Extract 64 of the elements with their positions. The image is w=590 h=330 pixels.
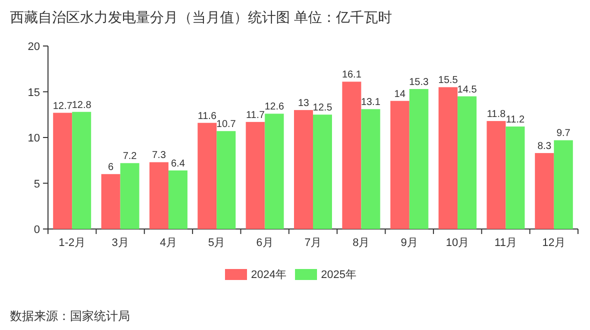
data-label: 7.2 [122,151,138,162]
bar [168,170,188,229]
data-label: 13 [298,98,310,110]
x-tick-label: 4月 [160,237,178,249]
legend-label: 2025年 [321,269,356,281]
data-label: 14 [394,88,406,100]
y-tick-label: 10 [28,132,40,144]
data-label: 11.8 [486,109,506,120]
data-label: 16.1 [342,70,362,81]
x-tick-label: 7月 [304,237,322,249]
x-tick-label: 8月 [352,237,370,249]
bar [534,153,554,229]
y-tick-label: 5 [34,178,40,190]
data-label: 15.5 [438,75,458,86]
y-tick-label: 20 [28,41,40,53]
data-label: 8.3 [537,141,552,152]
data-label: 12.5 [312,102,333,114]
bar [120,163,140,229]
x-tick-label: 6月 [256,237,274,249]
data-label: 6.4 [171,158,186,170]
data-label: 12.8 [72,100,92,111]
x-tick-label: 1-2月 [58,237,86,249]
bar [486,121,506,229]
bar [246,122,265,229]
bar [361,109,380,229]
data-label: 13.1 [360,97,381,108]
data-label: 12.7 [52,100,73,112]
x-tick-label: 9月 [400,237,418,249]
bar [294,110,313,229]
y-tick-label: 0 [34,224,40,236]
data-label: 10.7 [216,119,236,130]
bar [409,89,428,229]
x-tick-label: 11月 [494,237,517,249]
legend-label: 2024年 [251,269,286,281]
data-label: 9.7 [556,128,571,140]
bar [554,140,573,229]
data-label: 11.6 [198,110,217,122]
data-label: 15.3 [409,77,430,88]
bar [342,82,362,229]
bar [313,114,332,229]
bar [390,100,410,229]
bar [438,87,458,229]
bar [264,114,284,229]
y-tick-label: 15 [28,86,40,99]
bar [101,174,120,229]
bar [198,122,217,229]
data-label: 11.7 [246,110,266,121]
x-tick-label: 12月 [542,237,566,249]
bar [72,112,92,229]
annotation: 数据来源：国家统计局 [10,309,130,323]
x-tick-label: 3月 [112,237,129,249]
x-tick-label: 5月 [208,237,226,249]
title: 西藏自治区水力发电量分月（当月值）统计图 单位：亿千瓦时 [10,9,392,25]
data-label: 12.6 [264,102,284,113]
data-label: 11.2 [506,114,526,126]
bar [216,131,236,229]
x-tick-label: 10月 [446,237,470,249]
bar [458,96,477,229]
bar [149,162,168,229]
bar [506,126,525,229]
data-label: 6 [108,162,114,174]
bar [53,112,72,229]
data-label: 14.5 [457,84,478,96]
data-label: 7.3 [152,150,166,162]
